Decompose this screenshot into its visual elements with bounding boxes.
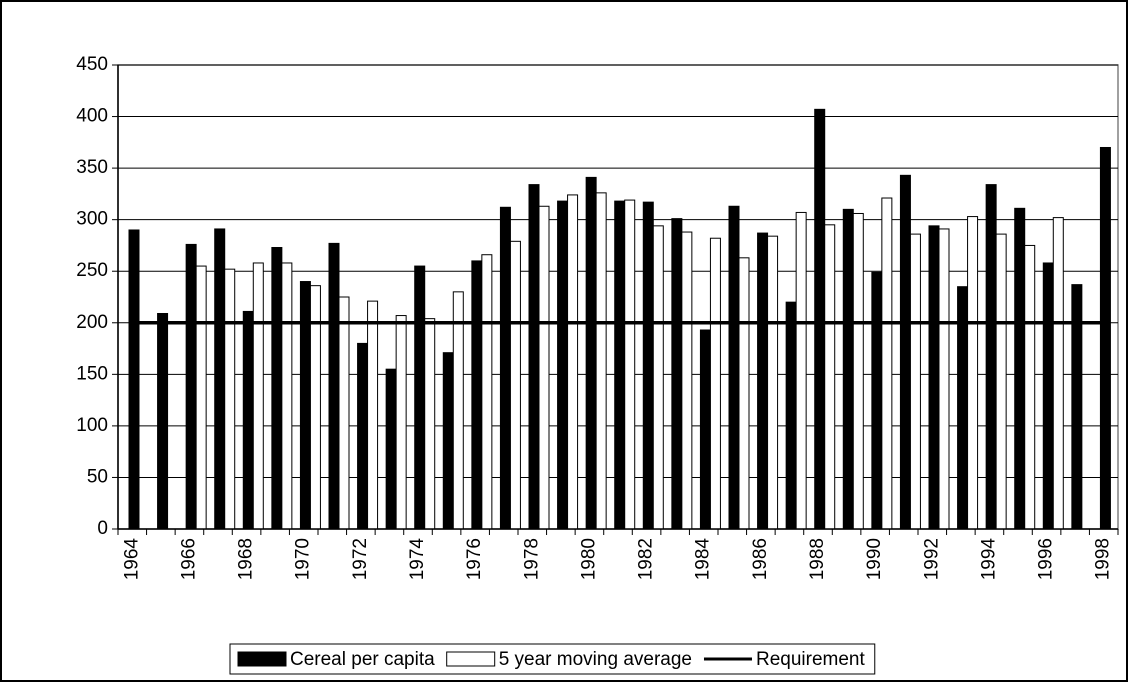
x-tick-label: 1968 (236, 538, 257, 580)
x-tick-label: 1996 (1036, 538, 1057, 580)
y-tick-label: 300 (76, 209, 108, 230)
bar (299, 281, 311, 530)
y-tick-label: 0 (97, 518, 108, 539)
x-tick-label: 1992 (921, 538, 942, 580)
bar (452, 291, 464, 530)
bar (928, 225, 940, 530)
x-tick-label: 1964 (121, 538, 142, 581)
bar (367, 300, 379, 530)
bar (242, 310, 254, 530)
bar (709, 237, 721, 530)
bar (985, 184, 997, 530)
legend-swatch (237, 651, 287, 667)
bar (824, 224, 836, 530)
bar (842, 208, 854, 530)
bar (271, 247, 283, 530)
x-tick-label: 1990 (864, 538, 885, 580)
x-tick-label: 1982 (636, 538, 657, 580)
x-tick-label: 1974 (407, 538, 428, 581)
y-tick-label: 150 (76, 363, 108, 384)
x-tick-label: 1984 (693, 538, 714, 581)
bar (767, 235, 779, 530)
bar (795, 211, 807, 530)
bar (671, 218, 683, 530)
bar (899, 174, 911, 530)
bar (1024, 244, 1036, 530)
x-tick-label: 1972 (350, 538, 371, 580)
x-tick-label: 1986 (750, 538, 771, 580)
x-tick-label: 1994 (978, 538, 999, 581)
bar (414, 265, 426, 530)
bar (1042, 262, 1054, 530)
bar (328, 242, 340, 530)
bar (624, 199, 636, 530)
x-tick-label: 1966 (178, 538, 199, 580)
bar (128, 229, 140, 530)
y-tick-label: 400 (76, 106, 108, 127)
bar (509, 240, 521, 530)
bar (338, 296, 350, 530)
bar (281, 262, 293, 530)
bar (185, 243, 197, 530)
bar (567, 194, 579, 530)
y-tick-label: 250 (76, 260, 108, 281)
y-tick-label: 350 (76, 157, 108, 178)
bar (424, 318, 436, 530)
bar (699, 329, 711, 530)
bar (252, 262, 264, 530)
bar (614, 200, 626, 530)
bar (538, 205, 550, 530)
bar (1052, 217, 1064, 530)
bar (909, 233, 921, 530)
bar (442, 352, 454, 530)
bar (785, 301, 797, 530)
bar (585, 176, 597, 530)
bar (995, 233, 1007, 530)
x-tick-label: 1976 (464, 538, 485, 580)
bar (967, 216, 979, 530)
legend-label: 5 year moving average (499, 649, 692, 670)
legend: Cereal per capita 5 year moving average Re… (229, 643, 876, 675)
bar (1014, 207, 1026, 530)
y-tick-label: 50 (87, 466, 108, 487)
bar (757, 232, 769, 530)
bar (681, 231, 693, 530)
bar (557, 200, 569, 530)
bar (871, 271, 883, 530)
x-tick-label: 1998 (1093, 538, 1114, 580)
y-tick-label: 100 (76, 415, 108, 436)
bar (852, 212, 864, 530)
x-tick-label: 1978 (521, 538, 542, 580)
bar (395, 315, 407, 530)
bar (814, 108, 826, 530)
bar (471, 260, 483, 530)
x-tick-label: 1980 (578, 538, 599, 580)
bar (528, 184, 540, 530)
bar (1099, 146, 1111, 530)
y-tick-label: 450 (76, 54, 108, 75)
bar (938, 228, 950, 530)
bar (385, 368, 397, 530)
bar (642, 201, 654, 530)
bar (481, 254, 493, 530)
bar (738, 257, 750, 530)
bar (224, 268, 236, 530)
bar (357, 342, 369, 530)
x-tick-label: 1970 (293, 538, 314, 580)
legend-label: Requirement (756, 649, 865, 670)
bar (728, 205, 740, 530)
legend-swatch (446, 651, 496, 667)
bar (881, 197, 893, 530)
bar (195, 265, 207, 530)
bar (595, 192, 607, 530)
x-tick-label: 1988 (807, 538, 828, 580)
legend-box (229, 643, 876, 675)
legend-label: Cereal per capita (290, 649, 435, 670)
bar (157, 312, 169, 530)
bar (652, 225, 664, 530)
bar (499, 206, 511, 530)
bar (214, 228, 226, 530)
y-tick-label: 200 (76, 312, 108, 333)
